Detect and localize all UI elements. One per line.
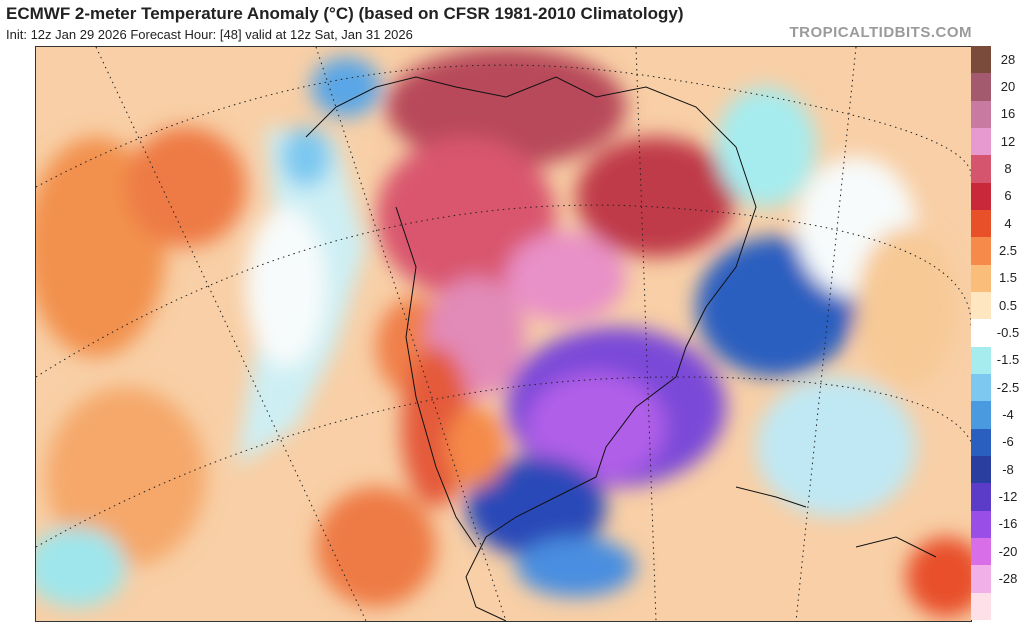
legend-label: -16 bbox=[998, 516, 1018, 532]
legend-label: 20 bbox=[1000, 79, 1016, 94]
legend-label: 16 bbox=[1000, 106, 1016, 122]
legend-swatch bbox=[971, 292, 991, 320]
legend-swatch bbox=[971, 182, 991, 211]
legend-swatch bbox=[971, 483, 991, 512]
legend-swatch bbox=[971, 346, 991, 375]
legend-label: 12 bbox=[1000, 133, 1016, 149]
legend-swatch bbox=[971, 319, 991, 348]
forecast-info: Init: 12z Jan 29 2026 Forecast Hour: [48… bbox=[6, 27, 413, 42]
legend-swatch bbox=[971, 456, 991, 484]
legend-swatch bbox=[971, 264, 991, 293]
legend-swatch bbox=[971, 155, 991, 184]
legend-swatch bbox=[971, 592, 991, 621]
legend-swatch bbox=[971, 538, 991, 566]
legend-label: 8 bbox=[1004, 161, 1012, 176]
map-title: ECMWF 2-meter Temperature Anomaly (°C) (… bbox=[6, 4, 684, 23]
legend-swatch bbox=[971, 510, 991, 539]
legend-label: -2.5 bbox=[996, 379, 1020, 395]
legend-swatch bbox=[971, 374, 991, 402]
legend-label: -12 bbox=[998, 489, 1018, 504]
legend-label: 0.5 bbox=[998, 297, 1018, 313]
legend-label: 28 bbox=[1000, 51, 1016, 67]
anomaly-map bbox=[35, 46, 972, 622]
legend-swatch bbox=[971, 210, 991, 238]
legend-label: -4 bbox=[1002, 407, 1014, 422]
color-legend: 28 20 16 12 8 6 4 2.5 1.5 0.5 -0.5 -1.5 -2.5 -4 -6 -8 -1… bbox=[971, 46, 1023, 621]
legend-swatch bbox=[971, 73, 991, 102]
legend-swatch bbox=[971, 428, 991, 457]
legend-label: 1.5 bbox=[998, 270, 1018, 286]
legend-label: 6 bbox=[1004, 188, 1012, 204]
graticule-lines bbox=[36, 47, 971, 621]
legend-swatch bbox=[971, 401, 991, 430]
legend-swatch bbox=[971, 237, 991, 266]
legend-swatch bbox=[971, 128, 991, 156]
legend-swatch bbox=[971, 100, 991, 129]
legend-label: -1.5 bbox=[996, 352, 1020, 368]
coastlines bbox=[305, 76, 937, 621]
legend-label: -6 bbox=[1002, 434, 1014, 450]
legend-label: -0.5 bbox=[996, 325, 1020, 340]
legend-swatch bbox=[971, 565, 991, 594]
anomaly-field bbox=[36, 47, 971, 617]
legend-label: 4 bbox=[1004, 215, 1012, 231]
legend-label: -8 bbox=[1002, 461, 1014, 477]
legend-swatch bbox=[971, 46, 991, 74]
legend-label: -20 bbox=[998, 543, 1018, 559]
legend-label: -28 bbox=[998, 571, 1018, 586]
site-brand[interactable]: TROPICALTIDBITS.COM bbox=[789, 24, 972, 41]
legend-label: 2.5 bbox=[998, 243, 1018, 258]
map-canvas bbox=[36, 47, 971, 621]
